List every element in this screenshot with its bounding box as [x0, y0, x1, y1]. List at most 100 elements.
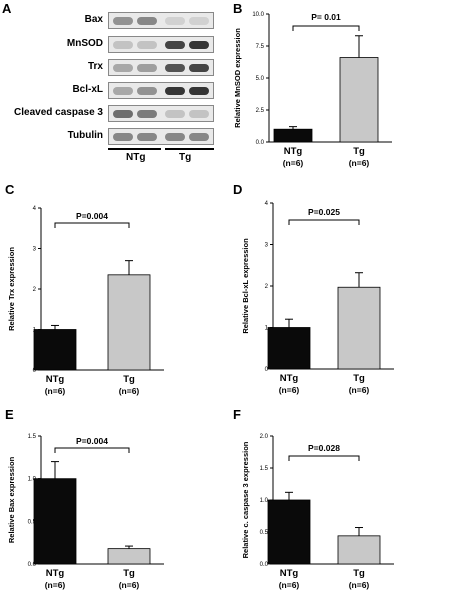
category-label: Tg: [123, 374, 135, 385]
bar-ntg: [267, 499, 311, 565]
bar-ntg: [273, 128, 313, 143]
sample-size-label: (n=6): [283, 158, 304, 168]
y-tick-label: 1: [265, 326, 269, 332]
blot-band: [165, 17, 185, 25]
blot-band: [189, 87, 209, 95]
panel-label-a: A: [2, 1, 12, 16]
chart-bclxl: 0 1 2 3 4 Relative Bcl-xL expression NTg(n=6) T…: [241, 201, 394, 395]
y-tick-label: 2.0: [260, 434, 269, 440]
bar-tg: [337, 286, 381, 370]
y-tick-label: 5.0: [256, 76, 265, 82]
y-tick-label: 3: [265, 243, 269, 249]
category-label: NTg: [280, 568, 299, 579]
panel-label-b: B: [233, 1, 243, 16]
blot-group-line: [165, 148, 214, 150]
blot-strip: [108, 82, 214, 99]
blot-row-label: Bcl-xL: [72, 84, 103, 95]
bar-ntg: [267, 327, 311, 370]
blot-strip: [108, 36, 214, 53]
category-label: Tg: [123, 568, 135, 579]
significance-bracket: [54, 447, 130, 453]
category-label: NTg: [284, 146, 303, 157]
blot-band: [137, 64, 157, 72]
bar-ntg: [33, 478, 77, 565]
sample-size-label: (n=6): [119, 580, 140, 590]
y-tick-label: 0.5: [260, 530, 269, 536]
y-axis-title: Relative Bax expression: [7, 456, 16, 543]
y-tick-label: 1.0: [28, 477, 37, 483]
category-label: NTg: [280, 373, 299, 384]
blot-group-label: Tg: [179, 152, 192, 163]
blot-group-label: NTg: [126, 152, 146, 163]
bar-tg: [337, 535, 381, 565]
panel-label-c: C: [5, 182, 15, 197]
bar-tg: [107, 274, 151, 371]
bar-tg: [107, 548, 151, 565]
category-label: Tg: [353, 373, 365, 384]
y-tick-label: 0: [33, 368, 37, 374]
blot-band: [165, 64, 185, 72]
p-value-label: P=0.028: [308, 443, 340, 453]
sample-size-label: (n=6): [279, 580, 300, 590]
sample-size-label: (n=6): [45, 386, 66, 396]
blot-band: [189, 133, 209, 141]
significance-bracket: [288, 219, 360, 225]
y-tick-label: 0.5: [28, 519, 37, 525]
panel-label-d: D: [233, 182, 243, 197]
y-tick-label: 2.5: [256, 108, 265, 114]
blot-band: [137, 110, 157, 118]
chart-caspase3: 0.0 0.5 1.0 1.5 2.0 Relative c. caspase 3 exp…: [241, 434, 394, 590]
y-tick-label: 4: [33, 206, 37, 212]
y-tick-label: 0: [265, 367, 269, 373]
significance-bracket: [54, 222, 130, 228]
blot-band: [189, 41, 209, 49]
blot-row-label: Bax: [84, 14, 103, 25]
blot-row-label: Trx: [87, 61, 103, 72]
blot-strip: [108, 105, 214, 122]
panel-label-e: E: [5, 407, 14, 422]
p-value-label: P=0.004: [76, 211, 108, 221]
p-value-label: P= 0.01: [311, 12, 341, 22]
bar-tg: [339, 57, 379, 143]
blot-band: [137, 41, 157, 49]
blot-band: [165, 41, 185, 49]
sample-size-label: (n=6): [349, 580, 370, 590]
blot-band: [113, 17, 133, 25]
y-tick-label: 3: [33, 247, 37, 253]
panel-label-f: F: [233, 407, 241, 422]
blot-band: [137, 133, 157, 141]
sample-size-label: (n=6): [45, 580, 66, 590]
category-label: NTg: [46, 374, 65, 385]
blot-row-label: MnSOD: [66, 38, 103, 49]
y-tick-label: 0.0: [28, 562, 37, 568]
blot-row-label: Tubulin: [67, 130, 103, 141]
y-tick-label: 0.0: [260, 562, 269, 568]
y-axis-title: Relative c. caspase 3 expression: [241, 441, 250, 558]
category-label: NTg: [46, 568, 65, 579]
y-tick-label: 2: [265, 284, 269, 290]
y-tick-label: 1.0: [260, 498, 269, 504]
y-tick-label: 1.5: [28, 434, 37, 440]
blot-band: [189, 110, 209, 118]
blot-band: [137, 17, 157, 25]
blot-strip: [108, 59, 214, 76]
blot-band: [165, 87, 185, 95]
category-label: Tg: [353, 146, 365, 157]
blot-band: [113, 133, 133, 141]
y-tick-label: 0.0: [256, 140, 265, 146]
blot-band: [165, 110, 185, 118]
y-axis-title: Relative Bcl-xL expression: [241, 238, 250, 334]
y-tick-label: 10.0: [252, 12, 264, 18]
y-axis-title: Relative Trx expression: [7, 247, 16, 331]
blot-strip: [108, 12, 214, 29]
y-tick-label: 4: [265, 201, 269, 207]
p-value-label: P=0.004: [76, 436, 108, 446]
blot-band: [113, 110, 133, 118]
bar-ntg: [33, 329, 77, 371]
sample-size-label: (n=6): [349, 158, 370, 168]
blot-band: [113, 64, 133, 72]
sample-size-label: (n=6): [279, 385, 300, 395]
blot-band: [189, 64, 209, 72]
